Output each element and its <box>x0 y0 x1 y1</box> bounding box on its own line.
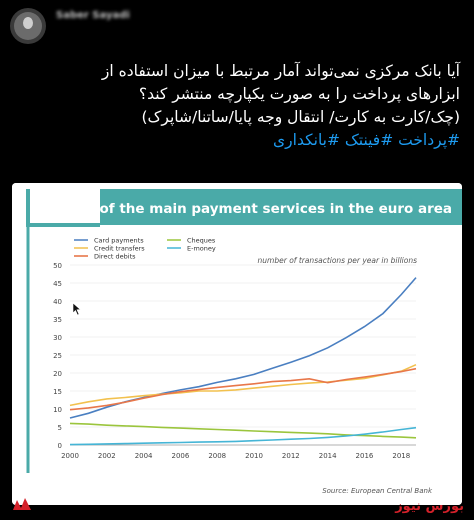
x-tick-label: 2006 <box>172 452 190 460</box>
tweet-line: آیا بانک مرکزی نمی‌تواند آمار مرتبط با م… <box>101 62 460 80</box>
y-tick-label: 45 <box>53 280 62 288</box>
chart-title: Use of the main payment services in the … <box>67 201 452 217</box>
y-tick-label: 20 <box>53 370 62 378</box>
legend-label: Credit transfers <box>94 245 145 253</box>
tweet-image[interactable]: Use of the main payment services in the … <box>12 183 462 505</box>
legend-label: Direct debits <box>94 253 136 261</box>
avatar[interactable] <box>10 8 46 44</box>
display-name[interactable]: Saber Sayadi <box>56 10 130 21</box>
y-tick-label: 35 <box>53 316 62 324</box>
series-line-direct-debits <box>69 367 417 411</box>
x-tick-label: 2010 <box>245 452 263 460</box>
legend-label: Card payments <box>94 237 144 245</box>
x-axis: 2000 2002 2004 2006 2008 2010 2012 2014 2016 2018 <box>61 452 410 460</box>
y-tick-label: 50 <box>53 262 62 270</box>
y-tick-label: 15 <box>53 388 62 396</box>
y-tick-label: 30 <box>53 334 62 342</box>
avatar-face <box>23 17 33 29</box>
plot-lines <box>69 277 417 446</box>
tweet-hashtags[interactable]: #پرداخت #فینتک #بانکداری <box>273 131 460 149</box>
x-tick-label: 2012 <box>282 452 300 460</box>
grid <box>70 264 416 446</box>
tweet-header: Saber Sayadi <box>0 0 474 50</box>
chart-source: Source: European Central Bank <box>322 487 433 495</box>
y-tick-label: 40 <box>53 298 62 306</box>
chart-svg: Use of the main payment services in the … <box>12 183 462 505</box>
series-line-cheques <box>69 422 417 439</box>
tweet-text: آیا بانک مرکزی نمی‌تواند آمار مرتبط با م… <box>20 60 460 152</box>
watermark: بورس نیوز <box>395 499 464 514</box>
x-tick-label: 2002 <box>98 452 116 460</box>
x-tick-label: 2000 <box>61 452 79 460</box>
news-logo-icon <box>13 498 31 510</box>
series-line-credit-transfers <box>69 363 417 407</box>
chart-subtitle: number of transactions per year in billi… <box>258 256 418 265</box>
title-bar-fill <box>100 189 462 225</box>
x-tick-label: 2004 <box>135 452 153 460</box>
series-line-e-money <box>69 426 417 446</box>
mouse-cursor-icon <box>72 302 82 316</box>
tweet-line: (چک/کارت به کارت/ انتقال وجه پایا/ساتنا/… <box>141 108 461 126</box>
y-tick-label: 0 <box>58 442 62 450</box>
x-tick-label: 2014 <box>319 452 337 460</box>
y-tick-label: 10 <box>53 406 62 414</box>
x-tick-label: 2016 <box>356 452 374 460</box>
tweet-line: ابزارهای پرداخت را به صورت یکپارچه منتشر… <box>138 85 460 103</box>
legend-label: Cheques <box>187 237 216 245</box>
chart-background <box>12 183 462 505</box>
y-tick-label: 25 <box>53 352 62 360</box>
y-tick-label: 5 <box>58 424 62 432</box>
y-axis: 0 5 10 15 20 25 30 35 40 45 50 <box>53 262 62 450</box>
legend-label: E-money <box>187 245 216 253</box>
x-tick-label: 2008 <box>208 452 226 460</box>
x-tick-label: 2018 <box>392 452 410 460</box>
